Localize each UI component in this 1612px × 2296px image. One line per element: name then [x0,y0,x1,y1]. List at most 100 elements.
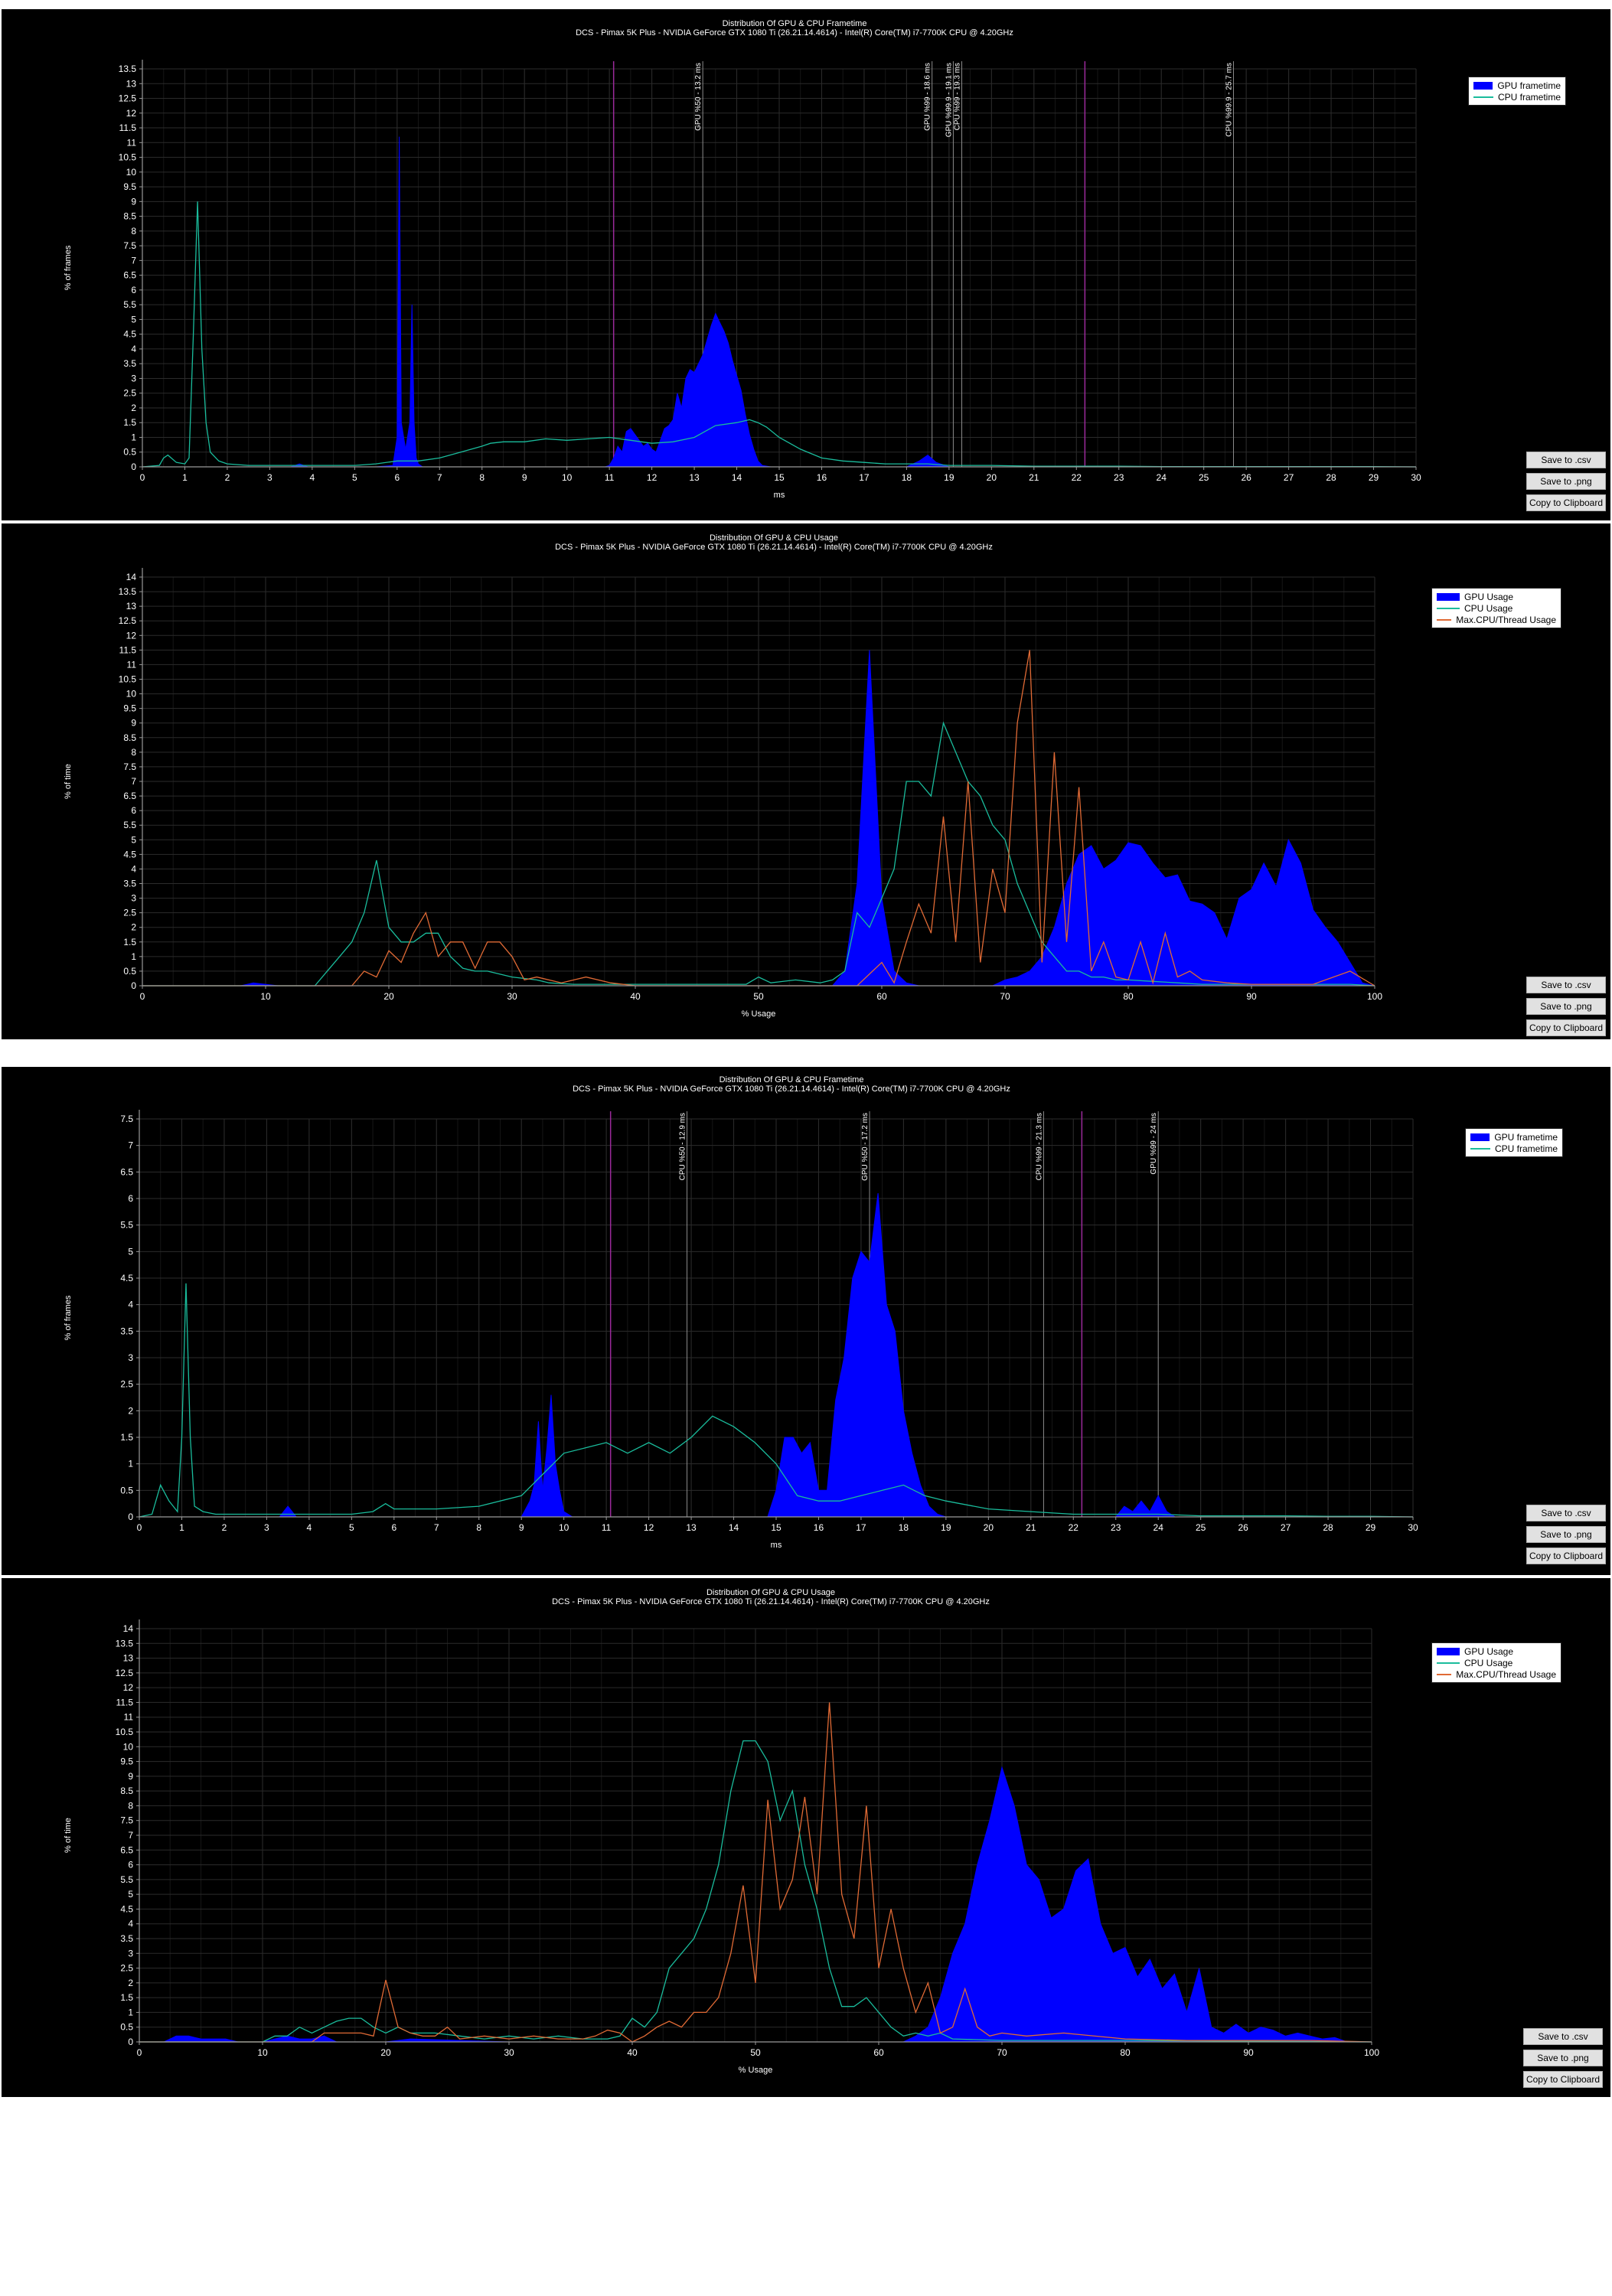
series-area [139,1766,1372,2043]
copy-clipboard-button[interactable]: Copy to Clipboard [1526,494,1606,511]
y-tick-label: 12.5 [119,93,137,104]
x-tick-label: 30 [1411,472,1421,483]
y-tick-label: 5.5 [123,820,136,830]
y-tick-label: 3 [128,1352,133,1363]
y-tick-label: 0.5 [123,447,136,458]
x-tick-label: 5 [352,472,357,483]
y-tick-label: 11 [124,1712,134,1723]
y-tick-label: 1.5 [123,417,136,428]
save-png-button[interactable]: Save to .png [1526,1526,1606,1543]
y-tick-label: 12 [126,630,137,641]
y-tick-label: 0.5 [123,966,136,977]
x-tick-label: 0 [140,991,145,1002]
x-tick-label: 20 [383,991,394,1002]
x-tick-label: 0 [140,472,145,483]
x-tick-label: 26 [1241,472,1251,483]
y-tick-label: 8 [128,1800,133,1811]
x-tick-label: 4 [310,472,315,483]
legend-swatch [1437,592,1460,601]
x-tick-label: 60 [876,991,887,1002]
y-tick-label: 9.5 [120,1756,133,1767]
y-tick-label: 7.5 [123,240,136,251]
y-tick-label: 2 [131,922,136,933]
y-tick-label: 1 [128,2007,133,2017]
copy-clipboard-button[interactable]: Copy to Clipboard [1523,2071,1603,2088]
y-tick-label: 1.5 [120,1992,133,2003]
y-tick-label: 11.5 [119,644,137,655]
x-tick-label: 50 [750,2047,761,2058]
y-tick-label: 0.5 [120,2022,133,2033]
x-tick-label: 11 [605,472,615,483]
percentile-label: GPU %99 - 18.6 ms [924,63,932,131]
save-csv-button[interactable]: Save to .csv [1523,2028,1603,2045]
percentile-label: CPU %50 - 12.9 ms [679,1113,687,1180]
legend-item: Max.CPU/Thread Usage [1437,614,1556,625]
copy-clipboard-button[interactable]: Copy to Clipboard [1526,1019,1606,1036]
y-tick-label: 7 [128,1140,133,1151]
save-csv-button[interactable]: Save to .csv [1526,452,1606,468]
y-tick-label: 3.5 [120,1326,133,1336]
legend-label: GPU Usage [1464,1645,1514,1657]
series-line [139,1740,1372,2043]
y-tick-label: 1 [128,1459,133,1469]
legend-item: CPU frametime [1470,1143,1558,1154]
x-tick-label: 8 [476,1522,481,1533]
legend-swatch [1470,1147,1490,1150]
chart-subtitle: DCS - Pimax 5K Plus - NVIDIA GeForce GTX… [555,543,993,552]
x-tick-label: 11 [602,1522,612,1533]
x-tick-label: 18 [899,1522,909,1533]
x-tick-label: 20 [987,472,997,483]
y-tick-label: 5.5 [120,1874,133,1885]
copy-clipboard-button[interactable]: Copy to Clipboard [1526,1548,1606,1564]
y-tick-label: 6.5 [120,1844,133,1855]
x-tick-label: 50 [753,991,764,1002]
y-tick-label: 6 [131,805,136,816]
y-tick-label: 3.5 [120,1933,133,1944]
series-line [139,1702,1372,2043]
x-tick-label: 8 [479,472,485,483]
y-tick-label: 13 [126,601,137,612]
legend-item: CPU Usage [1437,602,1556,614]
y-tick-label: 9.5 [123,703,136,714]
percentile-label: CPU %99.9 - 25.7 ms [1225,63,1233,137]
legend-item: CPU Usage [1437,1657,1556,1668]
y-tick-label: 1 [131,951,136,962]
save-png-button[interactable]: Save to .png [1523,2050,1603,2066]
x-tick-label: 80 [1123,991,1134,1002]
x-tick-label: 16 [817,472,827,483]
x-tick-label: 40 [630,991,641,1002]
y-tick-label: 0.5 [120,1485,133,1495]
y-tick-label: 0 [131,461,136,472]
x-tick-label: 19 [941,1522,951,1533]
x-tick-label: 9 [522,472,527,483]
x-tick-label: 90 [1246,991,1257,1002]
save-png-button[interactable]: Save to .png [1526,998,1606,1015]
save-png-button[interactable]: Save to .png [1526,473,1606,490]
chart-legend: GPU Usage CPU Usage Max.CPU/Thread Usage [1431,588,1561,628]
y-tick-label: 6 [131,285,136,295]
y-tick-label: 5.5 [123,299,136,310]
y-tick-label: 5 [131,834,136,845]
legend-label: CPU frametime [1494,1143,1558,1154]
percentile-label: GPU %99.9 - 19.1 ms [945,63,953,137]
save-csv-button[interactable]: Save to .csv [1526,1505,1606,1521]
y-tick-label: 4 [131,863,136,874]
x-tick-label: 70 [997,2047,1007,2058]
x-tick-label: 1 [179,1522,184,1533]
x-tick-label: 25 [1196,1522,1206,1533]
x-tick-label: 10 [260,991,271,1002]
y-tick-label: 10.5 [119,674,137,685]
chart-legend: GPU Usage CPU Usage Max.CPU/Thread Usage [1431,1642,1561,1683]
y-tick-label: 7 [128,1830,133,1841]
x-tick-label: 13 [689,472,700,483]
x-tick-label: 21 [1026,1522,1036,1533]
chart-title: Distribution Of GPU & CPU Usage [706,1588,835,1597]
y-tick-label: 2.5 [123,388,136,399]
x-tick-label: 4 [307,1522,312,1533]
y-axis-label: % of time [64,1818,73,1853]
save-csv-button[interactable]: Save to .csv [1526,977,1606,993]
y-tick-label: 11.5 [119,122,137,133]
